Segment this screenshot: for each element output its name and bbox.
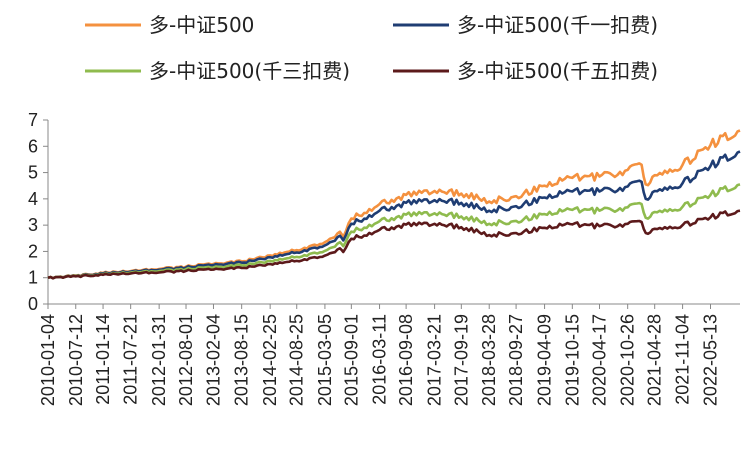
series-line-2 [47,183,741,280]
x-tick-label: 2011-07-21 [121,314,141,405]
y-tick-label: 4 [28,189,38,209]
x-tick-label: 2014-02-25 [260,314,280,406]
x-tick-label: 2017-03-21 [425,314,445,406]
y-tick-label: 5 [28,163,38,183]
x-tick-label: 2022-05-13 [700,314,720,406]
y-tick-label: 7 [28,110,38,130]
series-line-1 [47,150,741,280]
x-tick-label: 2010-07-12 [66,314,86,406]
y-tick-label: 3 [28,215,38,235]
x-tick-label: 2015-09-01 [341,314,361,406]
legend-label-1: 多-中证500(千一扣费) [457,13,658,37]
x-tick-label: 2015-03-05 [315,314,335,406]
x-tick-label: 2020-10-26 [618,314,638,406]
x-tick-label: 2016-03-11 [370,314,390,405]
x-tick-label: 2020-04-17 [589,314,609,406]
x-tick-label: 2018-09-27 [506,314,526,406]
series-line-3 [47,209,741,280]
x-tick-label: 2011-01-14 [93,314,113,405]
x-tick-label: 2019-04-09 [535,314,555,406]
y-tick-label: 6 [28,136,38,156]
y-axis: 0 1 2 3 4 5 6 7 [28,110,49,314]
legend: 多-中证500 多-中证500(千一扣费) 多-中证500(千三扣费) 多-中证500… [85,13,658,83]
plot-area [47,129,741,280]
legend-label-0: 多-中证500 [149,13,254,37]
x-tick-label: 2010-01-04 [38,314,58,406]
legend-label-2: 多-中证500(千三扣费) [149,59,350,83]
x-tick-label: 2012-08-01 [176,314,196,406]
x-tick-label: 2018-03-28 [479,314,499,406]
x-axis: 2010-01-04 2010-07-12 2011-01-14 2011-07-21… [38,303,740,406]
y-tick-label: 2 [28,241,38,261]
legend-label-3: 多-中证500(千五扣费) [457,59,658,83]
y-tick-label: 0 [28,294,38,314]
x-tick-label: 2012-01-31 [149,314,169,406]
x-tick-label: 2019-10-15 [562,314,582,406]
x-tick-label: 2021-11-04 [673,314,693,405]
x-tick-label: 2014-08-25 [287,314,307,406]
x-tick-label: 2021-04-28 [645,314,665,406]
y-tick-label: 1 [28,268,38,288]
x-tick-label: 2013-08-15 [232,314,252,406]
x-tick-label: 2016-09-08 [396,314,416,406]
x-tick-label: 2013-02-04 [203,314,223,406]
x-tick-label: 2017-09-19 [451,314,471,406]
